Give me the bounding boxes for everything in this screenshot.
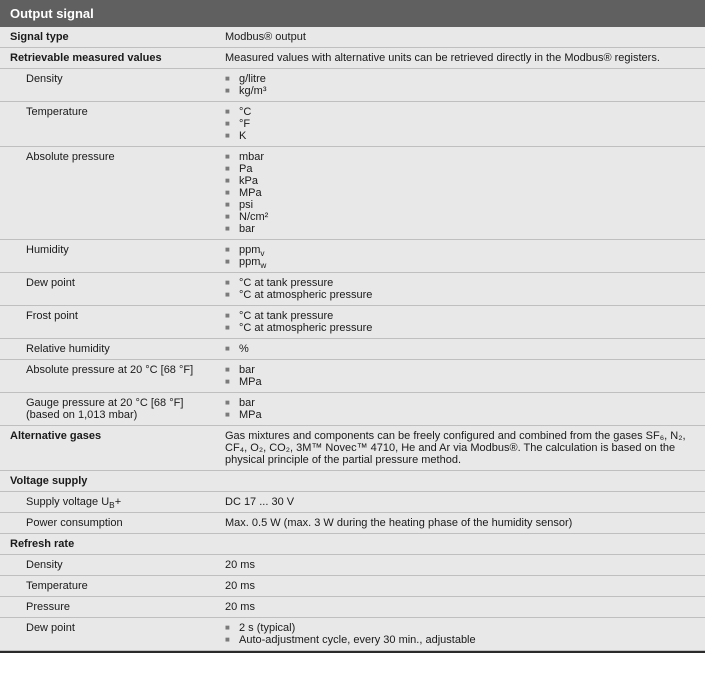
table-row: Pressure20 ms <box>0 597 705 618</box>
row-value: Max. 0.5 W (max. 3 W during the heating … <box>215 513 705 534</box>
row-label: Absolute pressure at 20 °C [68 °F] <box>0 360 215 393</box>
list-item: kPa <box>225 175 699 187</box>
row-value: ppmvppmw <box>215 240 705 273</box>
table-row: Dew point °C at tank pressure°C at atmosp… <box>0 273 705 306</box>
row-label: Humidity <box>0 240 215 273</box>
row-label: Temperature <box>0 576 215 597</box>
value-list: 2 s (typical)Auto-adjustment cycle, ever… <box>225 622 699 646</box>
list-item: ppmw <box>225 256 699 268</box>
row-value: DC 17 ... 30 V <box>215 492 705 513</box>
row-value: 2 s (typical)Auto-adjustment cycle, ever… <box>215 618 705 651</box>
table-row: Power consumptionMax. 0.5 W (max. 3 W du… <box>0 513 705 534</box>
list-item: MPa <box>225 187 699 199</box>
table-row: Gauge pressure at 20 °C [68 °F] (based o… <box>0 393 705 426</box>
table-row: Density g/litrekg/m³ <box>0 69 705 102</box>
table-row: Voltage supply <box>0 471 705 492</box>
table-row: Absolute pressurembarPakPaMPapsiN/cm²bar <box>0 147 705 240</box>
list-item: °F <box>225 118 699 130</box>
table-row: Supply voltage UB+DC 17 ... 30 V <box>0 492 705 513</box>
row-value: 20 ms <box>215 576 705 597</box>
table-row: Refresh rate <box>0 534 705 555</box>
row-label: Pressure <box>0 597 215 618</box>
row-label: Relative humidity <box>0 339 215 360</box>
list-item: °C <box>225 106 699 118</box>
value-list: °C at tank pressure°C at atmospheric pre… <box>225 310 699 334</box>
list-item: Auto-adjustment cycle, every 30 min., ad… <box>225 634 699 646</box>
row-label: Supply voltage UB+ <box>0 492 215 513</box>
table-row: Humidity ppmvppmw <box>0 240 705 273</box>
table-row: Density20 ms <box>0 555 705 576</box>
row-value: 20 ms <box>215 597 705 618</box>
row-value: °C°FK <box>215 102 705 147</box>
section-label: Refresh rate <box>0 534 705 555</box>
list-item: K <box>225 130 699 142</box>
value-list: % <box>225 343 699 355</box>
value-list: ppmvppmw <box>225 244 699 268</box>
table-row: Relative humidity% <box>0 339 705 360</box>
list-item: psi <box>225 199 699 211</box>
value-list: °C at tank pressure°C at atmospheric pre… <box>225 277 699 301</box>
table-row: Signal typeModbus® output <box>0 27 705 48</box>
list-item: bar <box>225 364 699 376</box>
value-list: barMPa <box>225 397 699 421</box>
table-row: Dew point 2 s (typical)Auto-adjustment cy… <box>0 618 705 651</box>
row-label: Alternative gases <box>0 426 215 471</box>
list-item: N/cm² <box>225 211 699 223</box>
list-item: Pa <box>225 163 699 175</box>
list-item: 2 s (typical) <box>225 622 699 634</box>
list-item: mbar <box>225 151 699 163</box>
list-item: bar <box>225 223 699 235</box>
value-list: °C°FK <box>225 106 699 142</box>
list-item: °C at tank pressure <box>225 277 699 289</box>
row-label: Signal type <box>0 27 215 48</box>
row-value: Measured values with alternative units c… <box>215 48 705 69</box>
value-list: g/litrekg/m³ <box>225 73 699 97</box>
spec-body: Signal typeModbus® outputRetrievable mea… <box>0 27 705 651</box>
spec-table: Output signal Signal typeModbus® outputR… <box>0 0 705 653</box>
row-label: Retrievable measured values <box>0 48 215 69</box>
row-label: Density <box>0 69 215 102</box>
row-value: Gas mixtures and components can be freel… <box>215 426 705 471</box>
list-item: °C at atmospheric pressure <box>225 289 699 301</box>
row-value: °C at tank pressure°C at atmospheric pre… <box>215 306 705 339</box>
value-list: barMPa <box>225 364 699 388</box>
table-row: Absolute pressure at 20 °C [68 °F] barMPa <box>0 360 705 393</box>
list-item: % <box>225 343 699 355</box>
list-item: °C at tank pressure <box>225 310 699 322</box>
row-label: Absolute pressure <box>0 147 215 240</box>
list-item: °C at atmospheric pressure <box>225 322 699 334</box>
table-row: Frost point °C at tank pressure°C at atmo… <box>0 306 705 339</box>
table-row: Temperature20 ms <box>0 576 705 597</box>
list-item: g/litre <box>225 73 699 85</box>
row-value: mbarPakPaMPapsiN/cm²bar <box>215 147 705 240</box>
row-label: Gauge pressure at 20 °C [68 °F] (based o… <box>0 393 215 426</box>
row-value: % <box>215 339 705 360</box>
row-value: barMPa <box>215 360 705 393</box>
list-item: MPa <box>225 409 699 421</box>
row-value: barMPa <box>215 393 705 426</box>
row-label: Temperature <box>0 102 215 147</box>
row-value: 20 ms <box>215 555 705 576</box>
table-row: Temperature °C°FK <box>0 102 705 147</box>
list-item: ppmv <box>225 244 699 256</box>
row-label: Dew point <box>0 273 215 306</box>
row-value: Modbus® output <box>215 27 705 48</box>
table-bottom-border <box>0 651 705 653</box>
row-label: Density <box>0 555 215 576</box>
row-label: Frost point <box>0 306 215 339</box>
list-item: kg/m³ <box>225 85 699 97</box>
list-item: MPa <box>225 376 699 388</box>
list-item: bar <box>225 397 699 409</box>
table-row: Retrievable measured valuesMeasured valu… <box>0 48 705 69</box>
row-value: °C at tank pressure°C at atmospheric pre… <box>215 273 705 306</box>
table-row: Alternative gasesGas mixtures and compon… <box>0 426 705 471</box>
row-label: Dew point <box>0 618 215 651</box>
value-list: mbarPakPaMPapsiN/cm²bar <box>225 151 699 235</box>
row-value: g/litrekg/m³ <box>215 69 705 102</box>
row-label: Power consumption <box>0 513 215 534</box>
section-label: Voltage supply <box>0 471 705 492</box>
table-header: Output signal <box>0 0 705 27</box>
